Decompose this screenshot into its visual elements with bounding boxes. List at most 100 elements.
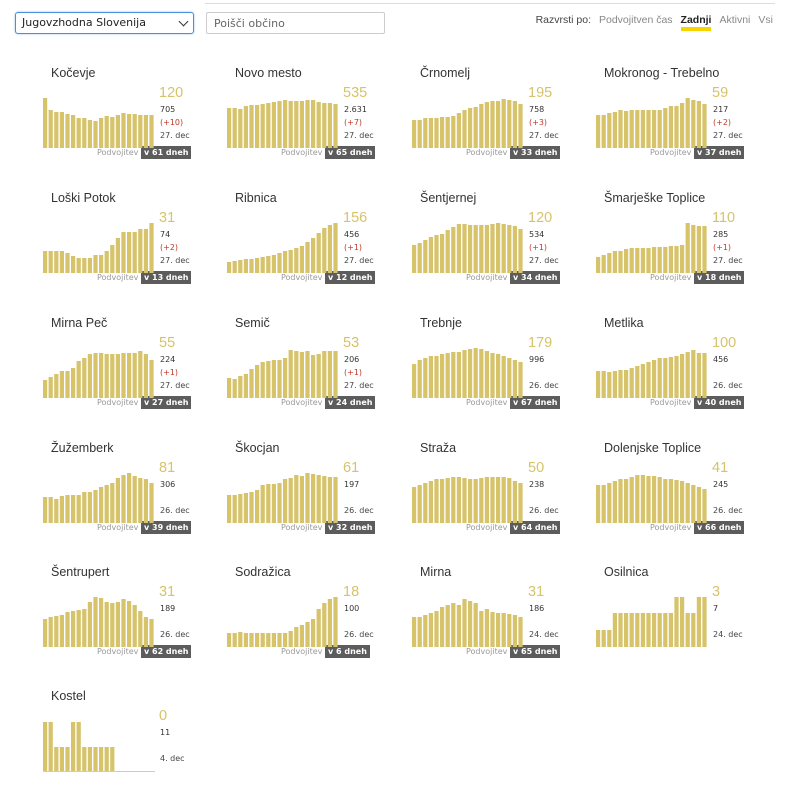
sparkline-bar — [305, 242, 310, 273]
daily-delta: (+7) — [344, 118, 363, 127]
municipality-card[interactable]: Straža 50 238 26. dec Podvojitev v 64 dneh — [412, 441, 580, 551]
sparkline-chart — [43, 722, 155, 772]
sparkline-bar — [618, 110, 623, 148]
sparkline-bar — [283, 633, 288, 647]
sparkline-bar — [596, 485, 601, 523]
municipality-name: Ribnica — [235, 191, 277, 205]
municipality-name: Dolenjske Toplice — [604, 441, 702, 455]
municipality-card[interactable]: Loški Potok 31 74 (+2) 27. dec Podvojitev v 13… — [43, 191, 211, 301]
sparkline-bar — [43, 619, 48, 647]
sparkline-bar — [65, 371, 70, 398]
last-update-date: 27. dec — [344, 131, 374, 140]
sparkline-bar — [680, 597, 685, 647]
sparkline-bar — [322, 103, 327, 148]
sparkline-chart — [596, 475, 707, 523]
sparkline-bar — [473, 348, 478, 398]
municipality-card[interactable]: Mirna 31 186 24. dec Podvojitev v 65 dneh — [412, 565, 580, 675]
sparkline-bar — [473, 107, 478, 148]
sparkline-bar — [428, 118, 433, 148]
sparkline-bar — [657, 477, 662, 523]
sparkline-bar — [668, 357, 673, 398]
municipality-card[interactable]: Novo mesto 535 2.631 (+7) 27. dec Podvojitev v… — [227, 66, 395, 176]
doubling-label: Podvojitev — [281, 148, 323, 157]
sparkline-bar — [657, 613, 662, 647]
sparkline-bar — [451, 352, 456, 398]
sparkline-bar — [82, 358, 87, 398]
sort-option-all[interactable]: Vsi — [758, 14, 773, 26]
sparkline-bar — [54, 374, 59, 398]
daily-delta: (+1) — [344, 368, 363, 377]
municipality-card[interactable]: Sodražica 18 100 26. dec Podvojitev v 6 dneh — [227, 565, 395, 675]
municipality-card[interactable]: Žužemberk 81 306 26. dec Podvojitev v 39 dneh — [43, 441, 211, 551]
sparkline-bar — [512, 226, 517, 273]
sparkline-bar — [87, 258, 92, 273]
sort-option-active[interactable]: Aktivni — [719, 14, 751, 26]
sparkline-bar — [652, 247, 657, 273]
sparkline-bar — [640, 364, 645, 398]
sparkline-bar — [462, 478, 467, 523]
sparkline-bar — [507, 358, 512, 398]
sparkline-bar — [71, 256, 76, 273]
sparkline-bar — [428, 356, 433, 398]
sparkline-bar — [445, 230, 450, 273]
municipality-card[interactable]: Semič 53 206 (+1) 27. dec Podvojitev v 24 dneh — [227, 316, 395, 426]
municipality-search-input[interactable] — [206, 12, 385, 34]
doubling-label: Podvojitev — [97, 523, 139, 532]
current-cases: 535 — [343, 85, 368, 101]
sparkline-bar — [518, 229, 523, 273]
sparkline-bar — [238, 260, 243, 273]
municipality-card[interactable]: Mirna Peč 55 224 (+1) 27. dec Podvojitev v 27 … — [43, 316, 211, 426]
doubling-label: Podvojitev — [97, 647, 139, 656]
doubling-label: Podvojitev — [281, 523, 323, 532]
sparkline-bar — [663, 108, 668, 148]
municipality-card[interactable]: Dolenjske Toplice 41 245 26. dec Podvojitev v… — [596, 441, 764, 551]
sort-option-latest[interactable]: Zadnji — [680, 14, 712, 31]
municipality-name: Škocjan — [235, 441, 280, 455]
sparkline-bar — [76, 722, 81, 771]
sparkline-bar — [43, 722, 48, 771]
municipality-card[interactable]: Šentrupert 31 189 26. dec Podvojitev v 62 dne… — [43, 565, 211, 675]
municipality-card[interactable]: Šmarješke Toplice 110 285 (+1) 27. dec Podvoj… — [596, 191, 764, 301]
last-update-date: 26. dec — [344, 630, 374, 639]
sort-option-doubling-time[interactable]: Podvojitven čas — [599, 14, 673, 26]
sparkline-bar — [76, 258, 81, 273]
sparkline-bar — [468, 601, 473, 647]
municipality-card[interactable]: Kočevje 120 705 (+10) 27. dec Podvojitev v 61 … — [43, 66, 211, 176]
sparkline-bar — [674, 480, 679, 523]
sparkline-bar — [104, 354, 109, 398]
municipality-card[interactable]: Trebnje 179 996 26. dec Podvojitev v 67 dneh — [412, 316, 580, 426]
sparkline-bar — [271, 633, 276, 647]
municipality-card[interactable]: Kostel 0 11 4. dec — [43, 689, 211, 799]
sparkline-bar — [71, 368, 76, 398]
sparkline-bar — [93, 490, 98, 523]
municipality-card[interactable]: Škocjan 61 197 26. dec Podvojitev v 32 dneh — [227, 441, 395, 551]
sparkline-bar — [283, 358, 288, 398]
municipality-name: Kostel — [51, 689, 86, 703]
sparkline-bar — [451, 227, 456, 273]
municipality-card[interactable]: Črnomelj 195 758 (+3) 27. dec Podvojitev v 33 … — [412, 66, 580, 176]
sparkline-bar — [640, 248, 645, 273]
doubling-label: Podvojitev — [650, 148, 692, 157]
sparkline-bar — [601, 255, 606, 273]
municipality-card[interactable]: Mokronog - Trebelno 59 217 (+2) 27. dec Podvo… — [596, 66, 764, 176]
sparkline-bar — [412, 487, 417, 523]
sparkline-bar — [479, 225, 484, 273]
municipality-card[interactable]: Ribnica 156 456 (+1) 27. dec Podvojitev v 12 d… — [227, 191, 395, 301]
sparkline-bar — [249, 633, 254, 647]
region-select[interactable]: Jugovzhodna Slovenija — [15, 12, 194, 34]
municipality-card[interactable]: Šentjernej 120 534 (+1) 27. dec Podvojitev v 3… — [412, 191, 580, 301]
sparkline-bar — [691, 350, 696, 398]
sparkline-chart — [596, 98, 707, 148]
sparkline-bar — [271, 360, 276, 398]
sparkline-bar — [322, 351, 327, 398]
municipality-card[interactable]: Metlika 100 456 26. dec Podvojitev v 40 dneh — [596, 316, 764, 426]
sparkline-bar — [110, 117, 115, 148]
sparkline-bar — [507, 478, 512, 523]
sparkline-bar — [445, 353, 450, 398]
sparkline-bar — [484, 102, 489, 148]
doubling-label: Podvojitev — [650, 273, 692, 282]
sparkline-bar — [121, 232, 126, 273]
sparkline-bar — [65, 253, 70, 273]
municipality-card[interactable]: Osilnica 3 7 24. dec — [596, 565, 764, 675]
sparkline-bar — [702, 489, 707, 523]
